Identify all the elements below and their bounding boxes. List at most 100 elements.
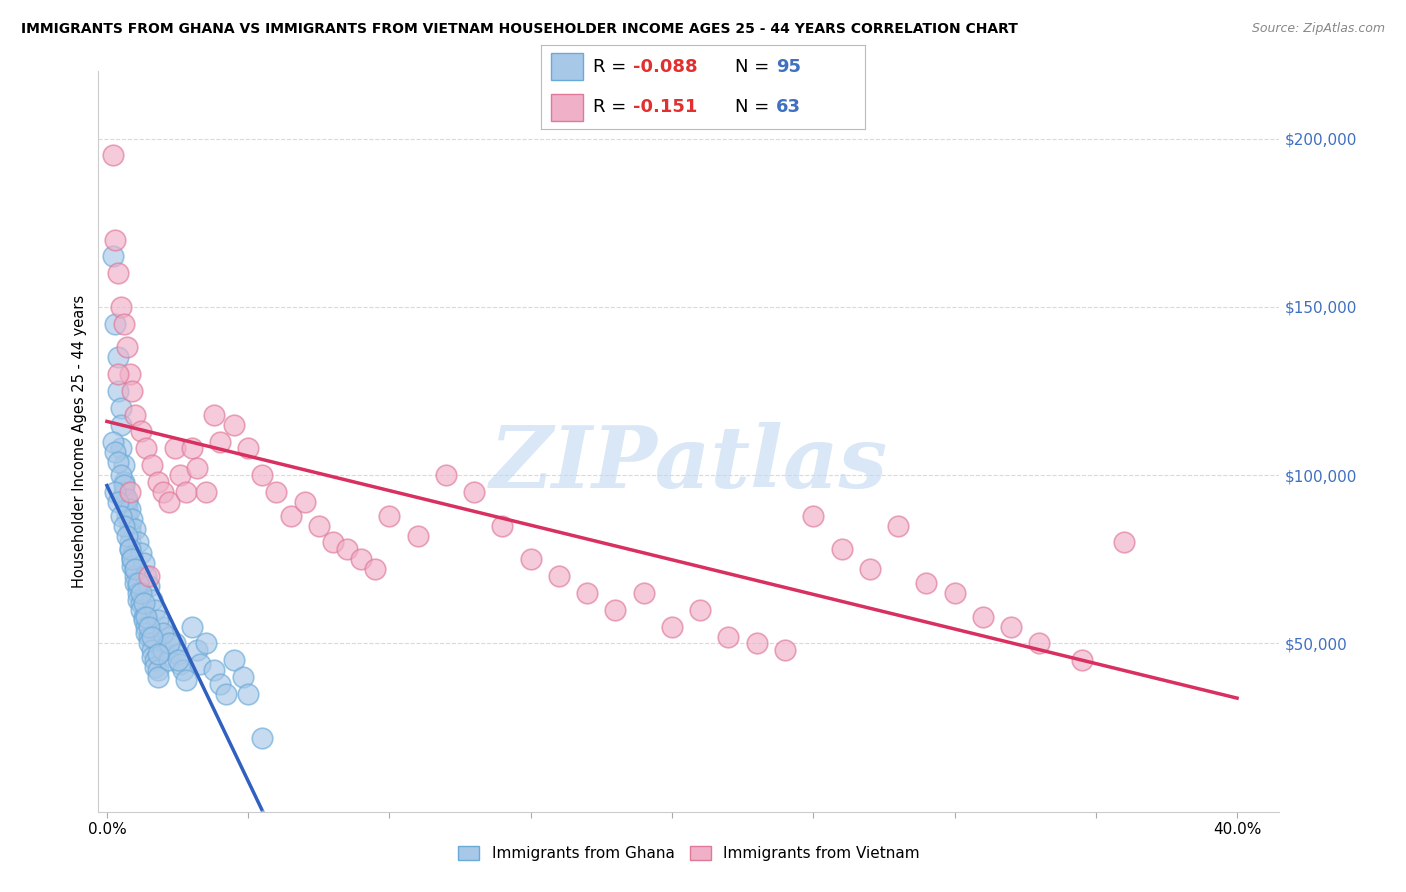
Text: N =: N = <box>735 58 775 76</box>
Point <box>101 148 124 162</box>
Point <box>104 485 127 500</box>
Point <box>135 609 157 624</box>
Point <box>141 630 163 644</box>
Point <box>132 613 155 627</box>
Point <box>124 522 146 536</box>
Point <box>141 643 163 657</box>
Point <box>135 569 157 583</box>
Point <box>107 368 129 382</box>
Text: 95: 95 <box>776 58 801 76</box>
Point <box>110 508 132 523</box>
Point <box>127 586 149 600</box>
Point <box>121 384 143 398</box>
Point <box>110 468 132 483</box>
Point <box>378 508 401 523</box>
Point <box>350 552 373 566</box>
Point <box>157 653 180 667</box>
Point <box>138 636 160 650</box>
Point <box>745 636 768 650</box>
Point <box>214 687 236 701</box>
Text: -0.151: -0.151 <box>634 98 697 116</box>
Point <box>110 417 132 432</box>
Point <box>859 562 882 576</box>
Point <box>163 442 186 456</box>
Point <box>124 575 146 590</box>
Text: Source: ZipAtlas.com: Source: ZipAtlas.com <box>1251 22 1385 36</box>
Point <box>202 408 225 422</box>
Point <box>157 630 180 644</box>
Point <box>364 562 387 576</box>
Point <box>118 485 141 500</box>
Point <box>336 542 359 557</box>
Text: -0.088: -0.088 <box>634 58 699 76</box>
Point <box>434 468 457 483</box>
Point <box>238 687 260 701</box>
Point <box>115 340 138 354</box>
Point <box>138 619 160 633</box>
Point <box>127 575 149 590</box>
Legend: Immigrants from Ghana, Immigrants from Vietnam: Immigrants from Ghana, Immigrants from V… <box>451 839 927 867</box>
Point <box>208 434 231 449</box>
Point <box>118 542 141 557</box>
Point <box>107 384 129 398</box>
Point <box>101 250 124 264</box>
Point <box>132 596 155 610</box>
Point <box>104 233 127 247</box>
Point <box>143 660 166 674</box>
Point <box>104 317 127 331</box>
Point <box>127 579 149 593</box>
Point <box>157 495 180 509</box>
Point <box>141 592 163 607</box>
Point <box>118 535 141 549</box>
Point <box>129 603 152 617</box>
Point <box>129 596 152 610</box>
Point <box>141 649 163 664</box>
Point <box>180 619 202 633</box>
Point <box>194 485 217 500</box>
Point <box>188 657 211 671</box>
Point <box>118 518 141 533</box>
Point <box>157 636 180 650</box>
Point <box>1000 619 1022 633</box>
Text: IMMIGRANTS FROM GHANA VS IMMIGRANTS FROM VIETNAM HOUSEHOLDER INCOME AGES 25 - 44: IMMIGRANTS FROM GHANA VS IMMIGRANTS FROM… <box>21 22 1018 37</box>
Point <box>1070 653 1092 667</box>
Point <box>322 535 344 549</box>
Point <box>112 317 135 331</box>
Point <box>915 575 938 590</box>
Point <box>208 677 231 691</box>
Point <box>129 425 152 439</box>
Point <box>186 643 208 657</box>
Point <box>118 525 141 540</box>
Point <box>135 442 157 456</box>
Point <box>115 508 138 523</box>
Point <box>166 653 188 667</box>
Point <box>152 626 174 640</box>
Point <box>121 552 143 566</box>
Point <box>174 485 197 500</box>
Point <box>174 673 197 688</box>
Point <box>115 529 138 543</box>
Point <box>146 475 169 489</box>
Point <box>143 603 166 617</box>
Y-axis label: Householder Income Ages 25 - 44 years: Householder Income Ages 25 - 44 years <box>72 295 87 588</box>
Point <box>118 501 141 516</box>
Point <box>110 300 132 314</box>
Point <box>121 552 143 566</box>
Point <box>129 546 152 560</box>
Point <box>124 562 146 576</box>
Point <box>121 512 143 526</box>
Point <box>266 485 288 500</box>
Point <box>252 468 274 483</box>
Point <box>831 542 853 557</box>
Point <box>110 401 132 415</box>
Point <box>519 552 541 566</box>
Point <box>163 636 186 650</box>
Point <box>152 485 174 500</box>
Point <box>112 518 135 533</box>
Point <box>633 586 655 600</box>
Text: R =: R = <box>593 98 633 116</box>
Point <box>231 670 253 684</box>
Point <box>605 603 627 617</box>
Point <box>689 603 711 617</box>
Point <box>121 559 143 574</box>
